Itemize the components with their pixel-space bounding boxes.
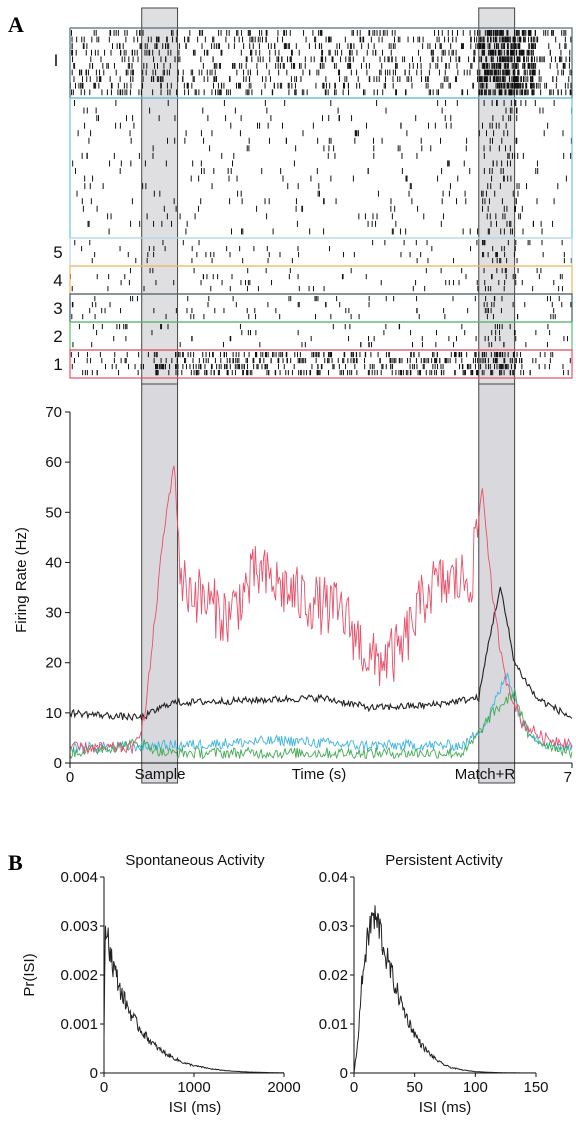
rate-y-tick-label: 0 (54, 755, 62, 772)
hist-persistent-x-tick-label: 0 (350, 1079, 358, 1096)
raster-plot: I 5 4 3 2 1 (53, 7, 573, 385)
raster-group-label: I (54, 51, 59, 70)
panel-a-label: A (8, 12, 24, 37)
rate-epoch-band (478, 383, 516, 784)
isi-histogram-spontaneous: Spontaneous Activity Pr(ISI) ISI (ms) 00… (21, 852, 301, 1116)
raster-group-labels: I 5 4 3 2 1 (53, 51, 62, 374)
firing-rate-plot: 0 10 20 30 40 50 60 70 0 7 Firing Rate (Hz) Time … (13, 383, 573, 786)
rate-y-tick-label: 60 (45, 454, 62, 471)
hist-persistent-x-tick-label: 50 (406, 1079, 423, 1096)
hist-spontaneous-x-tick-label: 2000 (267, 1079, 300, 1096)
raster-group-label: 1 (53, 355, 62, 374)
raster-epoch-shading (141, 7, 516, 385)
raster-group-boxes (69, 27, 573, 379)
raster-group-box (69, 349, 573, 379)
hist-spontaneous-y-tick-label: 0.001 (60, 1016, 98, 1033)
hist-persistent-y-tick-label: 0.02 (319, 967, 348, 984)
rate-y-tick-label: 70 (45, 404, 62, 421)
rate-epoch-shading (141, 383, 516, 784)
hist-spontaneous-x-tick-label: 1000 (177, 1079, 210, 1096)
hist-persistent-x-label: ISI (ms) (419, 1099, 472, 1116)
rate-y-tick-label: 30 (45, 605, 62, 622)
rate-y-tick-label: 50 (45, 504, 62, 521)
rate-x-tick-label: 0 (66, 769, 74, 786)
raster-spike-ticks (69, 30, 573, 376)
rate-axes: 0 10 20 30 40 50 60 70 0 7 (45, 404, 573, 786)
rate-series-line (69, 687, 573, 760)
hist-spontaneous-y-tick-label: 0.004 (60, 869, 98, 886)
rate-series-line (69, 465, 573, 755)
hist-persistent-curve (353, 905, 536, 1074)
rate-x-tick-label: 7 (564, 769, 572, 786)
hist-spontaneous-y-tick-label: 0 (90, 1065, 98, 1082)
raster-group-label: 4 (53, 271, 62, 290)
hist-persistent-y-tick-label: 0.01 (319, 1016, 348, 1033)
hist-persistent-title: Persistent Activity (385, 852, 503, 869)
rate-series-lines (69, 465, 573, 760)
epoch-label-match: Match+R (455, 766, 516, 783)
hist-spontaneous-curve (103, 925, 285, 1074)
hist-persistent-y-tick-label: 0.04 (319, 869, 348, 886)
panel-b-label: B (8, 850, 23, 875)
isi-histogram-persistent: Persistent Activity ISI (ms) 0 0.01 0.02 0.… (319, 852, 549, 1116)
hist-spontaneous-y-tick-label: 0.002 (60, 967, 98, 984)
hist-persistent-y-tick-label: 0.03 (319, 918, 348, 935)
hist-persistent-y-tick-label: 0 (340, 1065, 348, 1082)
raster-group-label: 3 (53, 299, 62, 318)
hist-y-axis-label: Pr(ISI) (21, 953, 38, 996)
rate-series-line (69, 586, 573, 722)
hist-persistent-x-tick-label: 150 (523, 1079, 548, 1096)
hist-spontaneous-x-label: ISI (ms) (169, 1099, 222, 1116)
hist-persistent-x-tick-label: 100 (463, 1079, 488, 1096)
rate-x-axis-label: Time (s) (292, 766, 346, 783)
rate-y-tick-label: 10 (45, 705, 62, 722)
raster-group-label: 5 (53, 243, 62, 262)
raster-group-label: 2 (53, 327, 62, 346)
epoch-label-sample: Sample (135, 766, 186, 783)
rate-y-tick-label: 40 (45, 554, 62, 571)
hist-spontaneous-y-tick-label: 0.003 (60, 918, 98, 935)
rate-y-tick-label: 20 (45, 655, 62, 672)
rate-y-axis-label: Firing Rate (Hz) (13, 527, 30, 633)
hist-spontaneous-title: Spontaneous Activity (125, 852, 265, 869)
rate-epoch-band (141, 383, 179, 784)
hist-spontaneous-x-tick-label: 0 (100, 1079, 108, 1096)
